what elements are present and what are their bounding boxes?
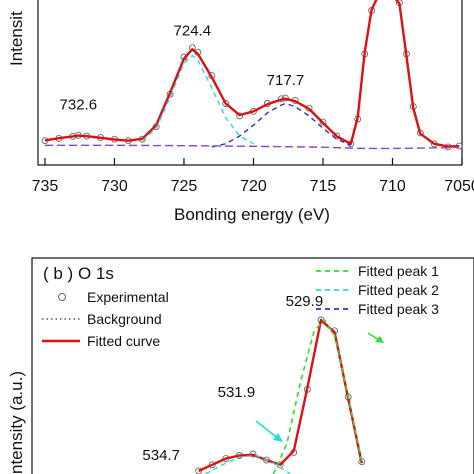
panel-b-plot-frame bbox=[31, 257, 474, 474]
panel-b-peak-labels: 529.9 531.9 534.7 bbox=[142, 293, 384, 464]
panel-a-plot-frame bbox=[37, 0, 463, 166]
panel-a-x-ticks bbox=[44, 158, 463, 165]
panel-a-x-tick-label: 735 bbox=[32, 178, 59, 195]
panel-b-fitted-curve bbox=[198, 318, 363, 472]
panel-b-arrowhead-529 bbox=[375, 336, 384, 343]
panel-a-x-tick-label: 725 bbox=[171, 178, 198, 195]
panel-b-peak-label: 529.9 bbox=[286, 293, 324, 310]
legend-entry-label: Fitted peak 2 bbox=[358, 282, 439, 298]
panel-b-arrowhead-531 bbox=[273, 433, 283, 442]
panel-b-y-axis-label: ntensity (a.u.) bbox=[7, 371, 26, 474]
panel-b-experimental-point bbox=[208, 461, 216, 469]
legend-entry-label: Fitted curve bbox=[87, 333, 160, 349]
panel-a-peak-labels: 732.6 724.4 717.7 bbox=[60, 22, 305, 113]
panel-b-legend: Experimental Background Fitted curve Fitted… bbox=[42, 263, 439, 349]
panel-b-o1s: ( b ) O 1s ntensity (a.u.) Experimental B… bbox=[7, 257, 474, 474]
panel-a-experimental-point bbox=[236, 112, 244, 120]
panel-a-fe2p: Intensit 735 730 725 720 715 710 7050 732.6 724… bbox=[7, 0, 474, 224]
panel-a-experimental-point bbox=[281, 94, 289, 102]
panel-b-fitted-peak-1-line bbox=[272, 318, 363, 474]
legend-experimental-symbol bbox=[58, 293, 66, 301]
panel-a-y-axis-label: Intensit bbox=[7, 11, 26, 66]
panel-a-peak-label: 724.4 bbox=[174, 22, 212, 39]
panel-a-experimental-point bbox=[222, 100, 230, 107]
panel-b-fitted-peak-2-line bbox=[205, 454, 291, 474]
panel-a-x-tick-label: 7050 bbox=[444, 178, 474, 195]
panel-a-background-line bbox=[45, 144, 460, 150]
panel-b-peak-label: 534.7 bbox=[142, 447, 180, 464]
panel-a-fitted-curve bbox=[44, 0, 460, 148]
panel-a-x-tick-labels: 735 730 725 720 715 710 7050 bbox=[32, 178, 474, 195]
legend-entry-label: Experimental bbox=[87, 289, 169, 305]
panel-a-x-tick-label: 720 bbox=[240, 178, 267, 195]
panel-a-x-tick-label: 730 bbox=[101, 178, 128, 195]
panel-b-series bbox=[195, 316, 366, 474]
panel-a-x-tick-label: 715 bbox=[310, 178, 337, 195]
panel-a-experimental-point bbox=[319, 118, 327, 126]
legend-entry-label: Fitted peak 1 bbox=[358, 263, 439, 279]
panel-b-label: ( b ) O 1s bbox=[43, 264, 114, 283]
legend-entry-label: Background bbox=[87, 311, 162, 327]
panel-a-x-axis-label: Bonding energy (eV) bbox=[174, 205, 330, 224]
panel-a-peak-label: 717.7 bbox=[267, 72, 305, 89]
panel-a-peak-label: 732.6 bbox=[60, 97, 98, 114]
panel-a-series bbox=[41, 0, 463, 151]
panel-a-fitted-peak-718-line bbox=[211, 102, 352, 148]
panel-b-peak-label: 531.9 bbox=[218, 384, 256, 401]
legend-entry-label: Fitted peak 3 bbox=[358, 301, 439, 317]
panel-a-x-tick-label: 710 bbox=[379, 178, 406, 195]
panel-a-fitted-peak-724-line bbox=[141, 54, 254, 145]
